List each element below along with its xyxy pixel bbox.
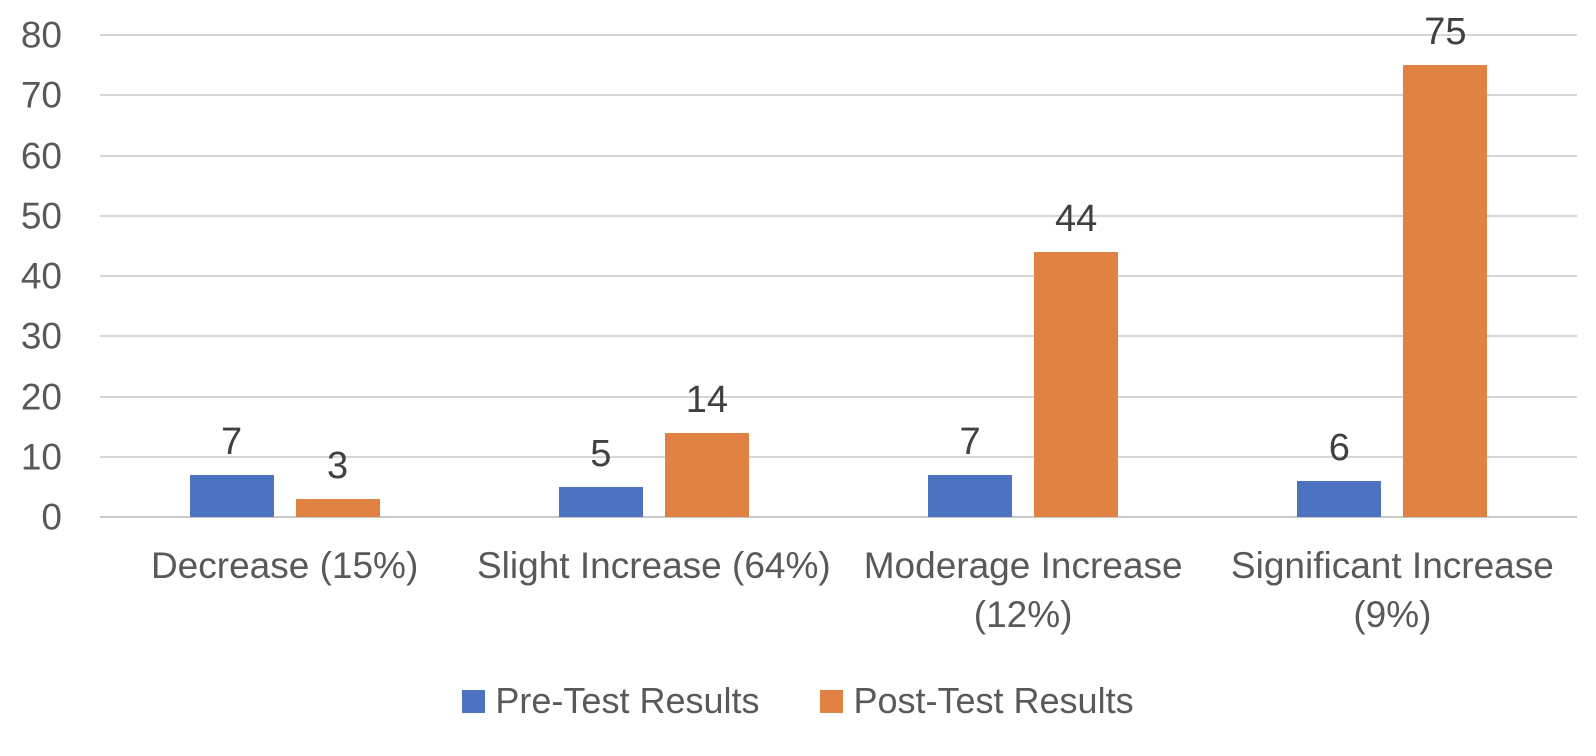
legend-label: Pre-Test Results — [495, 680, 760, 721]
bar-group: 5 14 — [469, 35, 838, 517]
bar-group: 6 75 — [1208, 13, 1577, 517]
gridline — [100, 275, 1577, 277]
bar-value-label: 7 — [959, 420, 981, 463]
bar-value-label: 14 — [685, 378, 729, 421]
bar-group: 7 44 — [839, 35, 1208, 517]
bar-groups: 7 3 5 14 7 44 6 75 — [100, 13, 1577, 517]
gridline — [100, 455, 1577, 458]
legend-swatch-icon — [462, 689, 486, 713]
plot-area: 7 3 5 14 7 44 6 75 — [100, 13, 1577, 518]
legend: Pre-Test Results Post-Test Results — [0, 680, 1596, 722]
gridline — [100, 214, 1577, 217]
legend-label: Post-Test Results — [853, 680, 1134, 721]
y-axis-tick-label: 0 — [41, 496, 62, 538]
x-category-label: Significant Increase (9%) — [1230, 545, 1554, 635]
y-axis-tick-label: 60 — [20, 135, 62, 176]
y-axis-tick-label: 20 — [20, 376, 62, 417]
gridline — [100, 154, 1577, 157]
y-axis-tick-label: 50 — [20, 195, 62, 237]
bar-value-label: 44 — [1054, 197, 1098, 240]
y-axis-tick-label: 70 — [20, 74, 62, 116]
x-category-label: Decrease (15%) — [150, 545, 419, 586]
bar-pre-test-results: 7 — [189, 423, 274, 517]
gridline — [100, 335, 1577, 338]
gridline — [100, 516, 1577, 518]
bar-value-label: 7 — [221, 420, 243, 463]
gridline — [100, 94, 1577, 97]
y-axis-tick-label: 80 — [20, 14, 62, 56]
bar-post-test-results: 75 — [1403, 13, 1488, 517]
bar-value-label: 3 — [327, 444, 349, 487]
legend-item: Pre-Test Results — [462, 680, 759, 722]
legend-item: Post-Test Results — [820, 680, 1134, 722]
bar-pre-test-results: 6 — [1297, 429, 1382, 517]
y-axis: 0 10 20 30 40 50 60 70 80 — [0, 17, 62, 536]
y-axis-tick-label: 40 — [20, 255, 62, 297]
x-category-label: Slight Increase (64%) — [477, 545, 831, 586]
gridline — [100, 395, 1577, 398]
x-category-label: Moderage Increase (12%) — [863, 545, 1183, 635]
bar-post-test-results: 14 — [664, 381, 749, 517]
bar-value-label: 75 — [1424, 11, 1467, 54]
bar-pre-test-results: 5 — [558, 435, 643, 517]
bar-post-test-results: 44 — [1034, 200, 1119, 517]
y-axis-tick-label: 30 — [20, 315, 62, 357]
y-axis-tick-label: 10 — [20, 436, 62, 478]
bar-value-label: 5 — [590, 432, 612, 475]
bar-pre-test-results: 7 — [928, 423, 1013, 517]
legend-swatch-icon — [820, 689, 844, 713]
gridline — [100, 34, 1577, 36]
x-axis-category-labels: Decrease (15%) Slight Increase (64%) Moder… — [100, 542, 1577, 640]
bar-value-label: 6 — [1328, 426, 1350, 469]
bar-post-test-results: 3 — [295, 447, 380, 517]
